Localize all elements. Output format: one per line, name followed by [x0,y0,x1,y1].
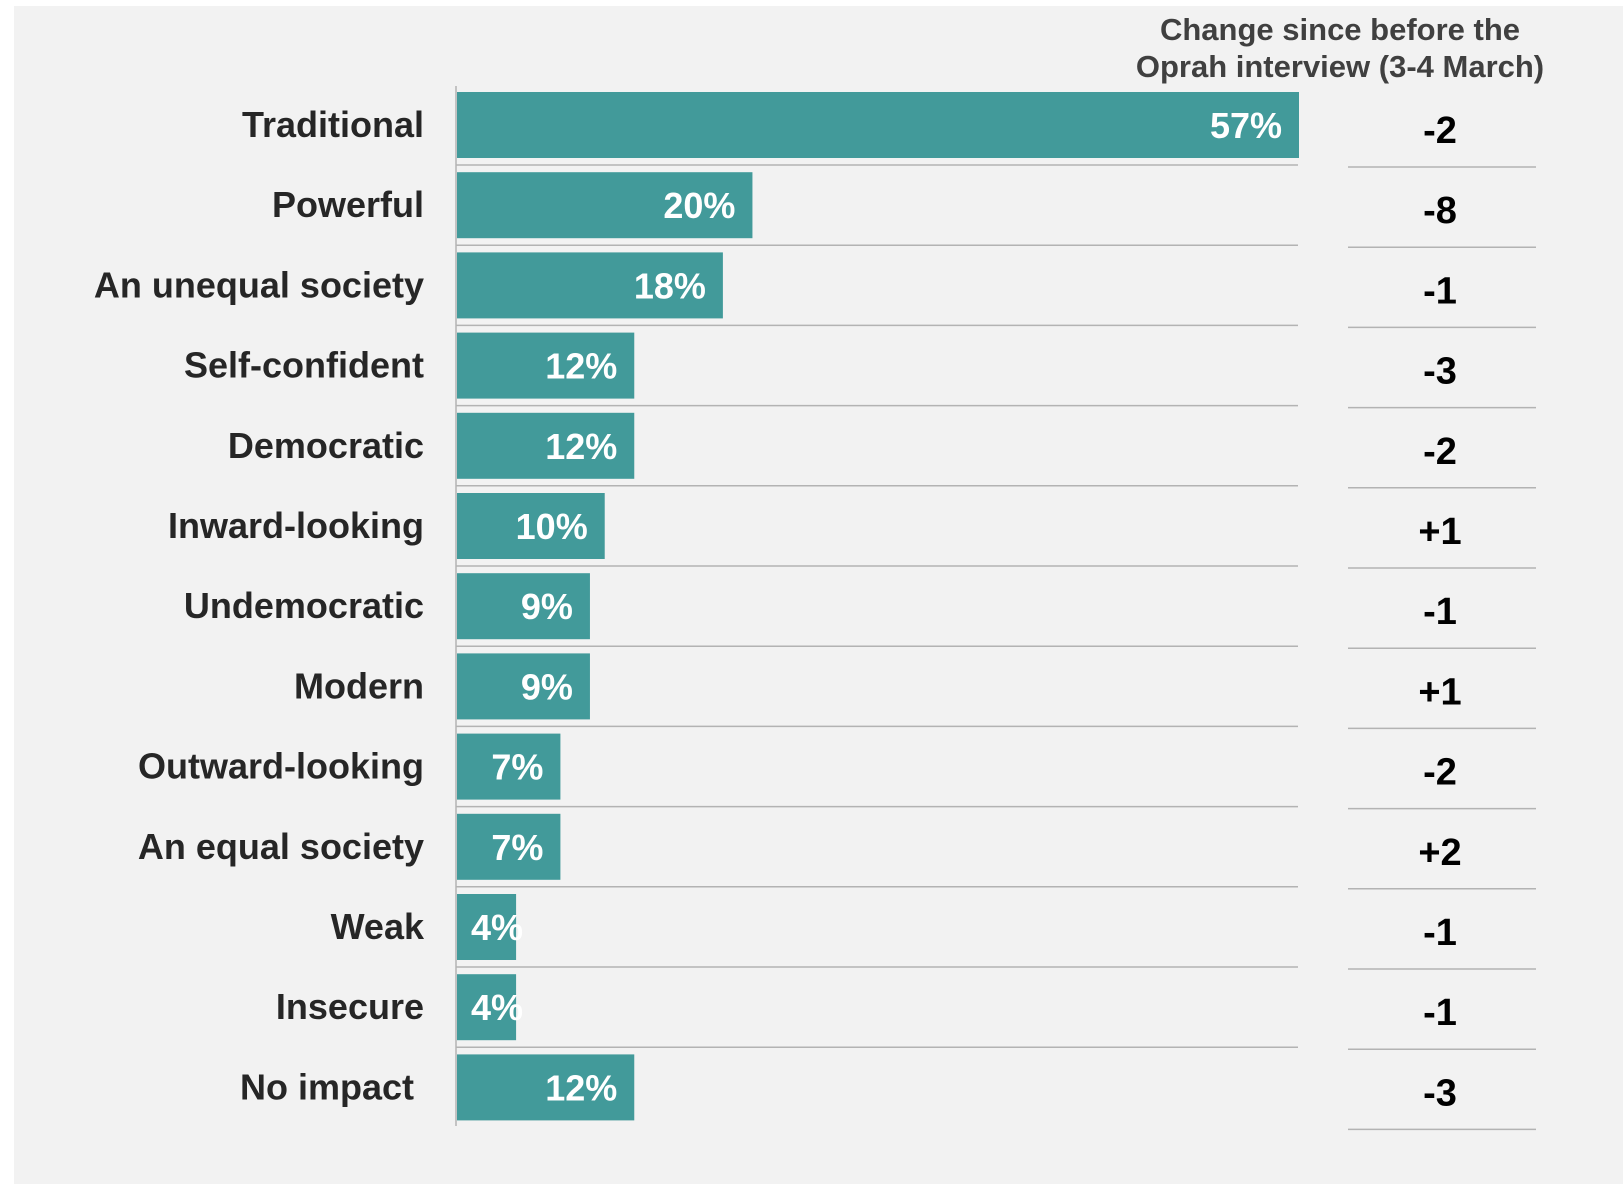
change-value: -1 [1423,992,1457,1034]
bar [457,92,1299,158]
category-label: Modern [294,665,424,706]
change-value: -8 [1423,190,1457,232]
category-label: An unequal society [94,264,424,305]
change-column-header: Oprah interview (3-4 March) [1136,49,1544,84]
category-label: An equal society [138,826,424,867]
bar [457,412,635,479]
bar-value-label: 4% [471,907,523,948]
bar-value-label: 18% [634,265,706,306]
category-label: Weak [331,906,425,947]
category-label: Insecure [276,986,424,1027]
category-label: Democratic [228,425,424,466]
change-value: -1 [1423,270,1457,312]
bar [457,252,723,319]
change-value: -3 [1423,351,1457,393]
category-label: Undemocratic [184,585,424,626]
bar-value-label: 20% [663,185,735,226]
change-value: -2 [1423,110,1457,152]
bar [457,332,635,399]
bar-value-label: 10% [516,506,588,547]
bar [457,653,590,720]
bar-value-label: 7% [491,827,543,868]
category-label: Powerful [272,184,424,225]
change-value: -1 [1423,591,1457,633]
bar [457,493,605,559]
bar-value-label: 12% [545,426,617,467]
category-label: No impact [240,1066,414,1107]
bar-value-label: 12% [545,1067,617,1108]
category-label: Outward-looking [138,746,424,787]
change-value: +1 [1418,511,1461,553]
bar [457,172,753,239]
bar [457,573,590,640]
bar-value-label: 12% [545,346,617,387]
bar [457,733,561,800]
bar-value-label: 9% [521,666,573,707]
bar [457,894,517,960]
change-value: +1 [1418,671,1461,713]
bar-value-label: 4% [471,987,523,1028]
chart-background [14,6,1623,1184]
bar-value-label: 7% [491,747,543,788]
change-value: -1 [1423,912,1457,954]
change-value: +2 [1418,832,1461,874]
bar [457,813,561,880]
bar [457,974,517,1041]
bar-value-label: 9% [521,586,573,627]
change-value: -3 [1423,1072,1457,1114]
category-label: Self-confident [184,345,424,386]
change-value: -2 [1423,431,1457,473]
bar [457,1054,635,1121]
category-label: Inward-looking [168,505,424,546]
change-value: -2 [1423,752,1457,794]
change-column-header: Change since before the [1160,12,1520,47]
bar-value-label: 57% [1210,105,1282,146]
category-label: Traditional [242,104,424,145]
